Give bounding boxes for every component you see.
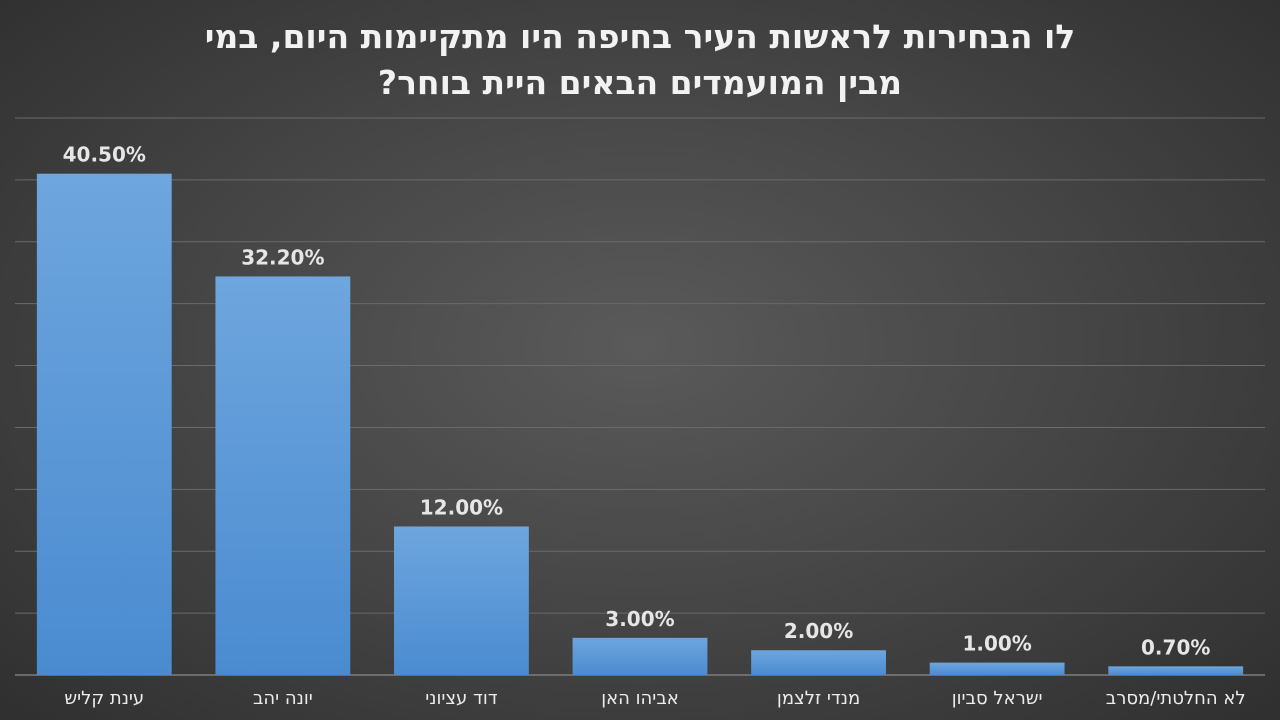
chart-title-line-1: לו הבחירות לראשות העיר בחיפה היו מתקיימו… bbox=[204, 17, 1076, 56]
chart-title: לו הבחירות לראשות העיר בחיפה היו מתקיימו… bbox=[0, 14, 1280, 106]
bar bbox=[572, 637, 708, 675]
data-label: 12.00% bbox=[420, 495, 503, 519]
bar bbox=[751, 650, 886, 675]
data-label: 0.70% bbox=[1141, 635, 1210, 659]
data-label: 40.50% bbox=[63, 143, 146, 167]
category-label: עינת קליש bbox=[64, 688, 144, 709]
category-labels: עינת קליש יונה יהב דוד עציוני אביהו האן מנדי… bbox=[64, 688, 1245, 709]
bars bbox=[36, 173, 1244, 675]
bar bbox=[215, 276, 351, 675]
gridlines bbox=[15, 117, 1265, 676]
category-label: לא החלטתי/מסרב bbox=[1106, 688, 1246, 709]
bar bbox=[929, 662, 1065, 675]
bar bbox=[36, 173, 172, 675]
category-label: דוד עציוני bbox=[425, 688, 498, 709]
data-label: 32.20% bbox=[241, 245, 324, 269]
category-label: מנדי זלצמן bbox=[777, 688, 860, 709]
category-label: יונה יהב bbox=[253, 688, 313, 709]
data-label: 2.00% bbox=[784, 619, 853, 643]
category-label: ישראל סביון bbox=[952, 688, 1043, 709]
data-label: 3.00% bbox=[605, 607, 674, 631]
chart-title-line-2: מבין המועמדים הבאים היית בוחר? bbox=[377, 63, 903, 102]
data-labels: 40.50% 32.20% 12.00% 3.00% 2.00% 1.00% 0.70% bbox=[63, 143, 1211, 660]
data-label: 1.00% bbox=[962, 632, 1031, 656]
bar bbox=[394, 526, 529, 675]
category-label: אביהו האן bbox=[601, 688, 679, 709]
bar bbox=[1108, 666, 1244, 675]
